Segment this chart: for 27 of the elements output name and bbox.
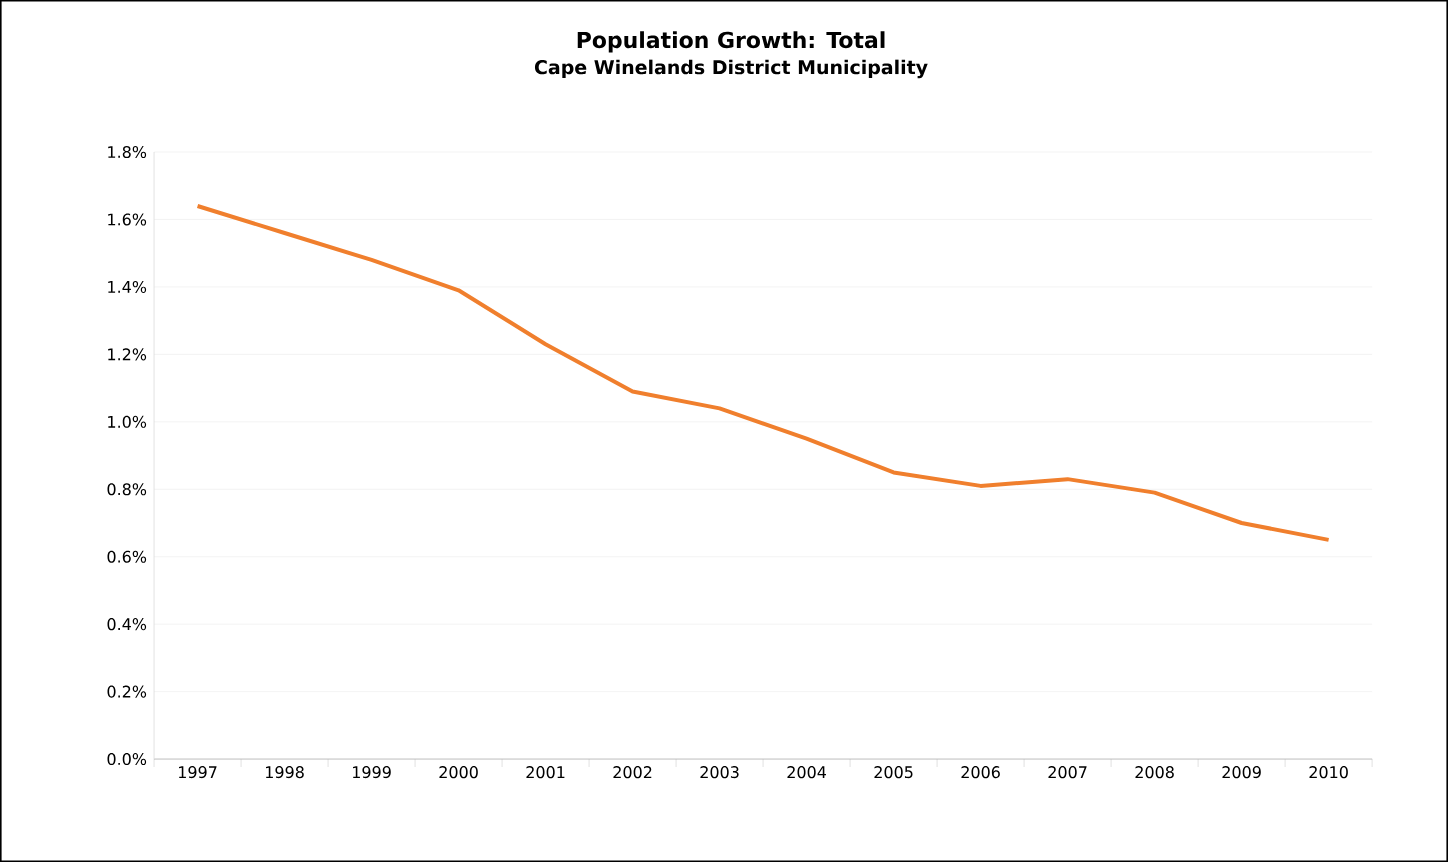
y-tick-label: 1.2% <box>108 348 147 361</box>
chart-subtitle: Cape Winelands District Municipality <box>534 59 928 79</box>
x-tick-label: 1999 <box>353 766 391 779</box>
y-tick-label: 0.6% <box>107 550 147 563</box>
x-tick-label: 1998 <box>266 766 304 779</box>
y-tick-label: 0.0% <box>107 752 147 766</box>
y-tick-label: 1.0% <box>108 415 147 428</box>
y-tick-label: 0.2% <box>107 685 147 698</box>
y-tick-label: 1.4% <box>108 280 147 293</box>
x-tick-label: 1997 <box>179 766 217 779</box>
x-tick-label: 2004 <box>787 766 827 779</box>
x-tick-label: 2000 <box>439 766 478 779</box>
x-tick-label: 2008 <box>1135 766 1174 779</box>
chart-title: Population Growth: Total <box>577 31 885 53</box>
y-tick-label: 0.4% <box>107 618 147 631</box>
line-series <box>195 203 1331 542</box>
x-tick-label: 2009 <box>1222 766 1261 779</box>
x-tick-label: 2006 <box>961 766 1000 779</box>
x-tick-label: 2001 <box>526 766 565 779</box>
x-tick-label: 2010 <box>1309 766 1348 779</box>
y-tick-label: 0.8% <box>107 483 147 496</box>
x-tick-label: 2002 <box>613 766 652 779</box>
y-tick-label: 1.6% <box>108 213 147 226</box>
x-tick-label: 2007 <box>1048 766 1087 779</box>
y-tick-label: 1.8% <box>108 145 147 159</box>
x-tick-label: 2005 <box>874 766 913 779</box>
x-tick-label: 2003 <box>700 766 739 779</box>
